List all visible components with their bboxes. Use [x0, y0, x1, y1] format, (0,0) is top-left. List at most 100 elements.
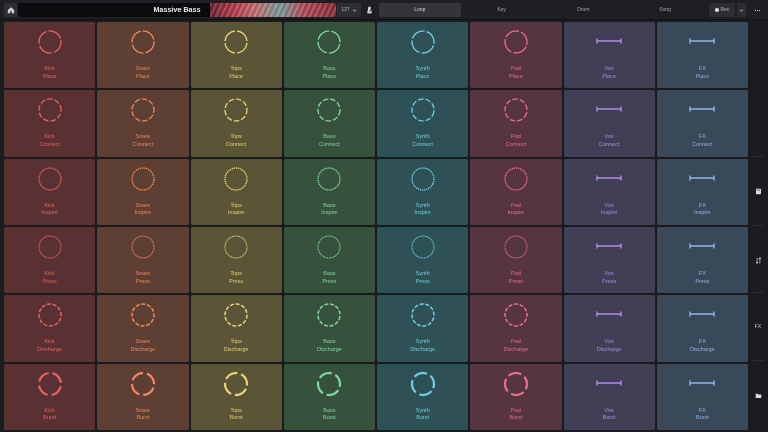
pad-instrument: Synth — [415, 271, 430, 277]
pad-synth-discharge[interactable]: Synth Discharge — [377, 295, 469, 362]
pad-pad-burst[interactable]: Pad Burst — [470, 363, 562, 430]
pad-bass-place[interactable]: Bass Place — [283, 22, 375, 89]
loop-ring-icon — [224, 30, 248, 54]
more-button[interactable] — [751, 3, 763, 17]
pad-kick-press[interactable]: Kick Press — [4, 227, 96, 294]
pad-synth-place[interactable]: Synth Place — [377, 22, 469, 89]
loop-ring-icon — [317, 371, 342, 396]
sample-bar-icon — [596, 175, 622, 181]
loop-ring-icon — [131, 98, 155, 122]
tab-loop[interactable]: Loop — [379, 3, 461, 17]
pad-tops-press[interactable]: Tops Press — [190, 227, 282, 294]
tab-drum[interactable]: Drum — [577, 7, 590, 13]
pad-pad-discharge[interactable]: Pad Discharge — [470, 295, 562, 362]
pad-label: Synth Inspire — [377, 203, 468, 218]
browser-button[interactable] — [751, 186, 765, 196]
pad-instrument: Bass — [323, 271, 336, 277]
pad-bass-connect[interactable]: Bass Connect — [283, 90, 375, 157]
pad-vox-discharge[interactable]: Vox Discharge — [563, 295, 655, 362]
tempo-selector[interactable]: 127 — [337, 3, 361, 17]
pad-label: Vox Discharge — [564, 339, 655, 354]
pad-kick-connect[interactable]: Kick Connect — [4, 90, 96, 157]
pad-bass-press[interactable]: Bass Press — [283, 227, 375, 294]
pad-fx-press[interactable]: FX Press — [656, 227, 748, 294]
pad-instrument: Bass — [323, 202, 336, 209]
pad-style: Press — [135, 278, 150, 285]
pad-bass-burst[interactable]: Bass Burst — [283, 363, 375, 430]
pad-tops-discharge[interactable]: Tops Discharge — [190, 295, 282, 362]
pad-instrument: Tops — [230, 339, 242, 346]
pad-tops-burst[interactable]: Tops Burst — [190, 363, 282, 430]
pad-kick-discharge[interactable]: Kick Discharge — [4, 295, 96, 362]
pad-instrument: Bass — [323, 407, 336, 414]
pad-pad-connect[interactable]: Pad Connect — [470, 90, 562, 157]
pad-style: Discharge — [503, 346, 529, 353]
pad-instrument: FX — [698, 339, 706, 346]
pad-pad-place[interactable]: Pad Place — [470, 22, 562, 89]
loop-ring-icon — [37, 98, 62, 122]
metronome-button[interactable] — [364, 3, 374, 17]
pad-vox-press[interactable]: Vox Press — [563, 227, 655, 294]
record-menu-button[interactable] — [737, 3, 746, 17]
loop-ring-icon — [317, 235, 341, 259]
pad-pad-inspire[interactable]: Pad Inspire — [470, 158, 562, 225]
pad-synth-burst[interactable]: Synth Burst — [377, 363, 469, 430]
pad-style: Press — [415, 278, 430, 285]
project-artwork — [210, 3, 336, 17]
pad-style: Discharge — [689, 346, 715, 353]
pad-snare-inspire[interactable]: Snare Inspire — [97, 158, 189, 225]
pad-style: Connect — [598, 141, 620, 148]
pad-tops-place[interactable]: Tops Place — [190, 22, 282, 89]
pad-snare-place[interactable]: Snare Place — [97, 22, 189, 89]
project-title-bar[interactable]: Massive Bass — [18, 3, 336, 17]
pad-label: Snare Discharge — [97, 339, 188, 354]
pad-synth-press[interactable]: Synth Press — [377, 227, 469, 294]
pad-instrument: Kick — [44, 134, 55, 141]
pad-instrument: Snare — [135, 66, 151, 72]
pad-snare-connect[interactable]: Snare Connect — [97, 90, 189, 157]
loop-ring-icon — [224, 166, 248, 191]
record-button[interactable]: Rec — [709, 3, 735, 17]
pad-kick-burst[interactable]: Kick Burst — [4, 363, 96, 430]
fx-button[interactable]: FX — [751, 322, 765, 332]
pad-style: Place — [229, 73, 243, 80]
pad-fx-burst[interactable]: FX Burst — [656, 363, 748, 430]
pad-style: Burst — [43, 415, 57, 422]
pad-vox-inspire[interactable]: Vox Inspire — [563, 158, 655, 225]
pad-bass-discharge[interactable]: Bass Discharge — [283, 295, 375, 362]
pad-synth-connect[interactable]: Synth Connect — [377, 90, 469, 157]
pad-snare-burst[interactable]: Snare Burst — [97, 363, 189, 430]
pad-instrument: Vox — [604, 66, 614, 72]
pad-fx-place[interactable]: FX Place — [656, 22, 748, 89]
pad-bass-inspire[interactable]: Bass Inspire — [283, 158, 375, 225]
pad-vox-connect[interactable]: Vox Connect — [563, 90, 655, 157]
pad-fx-inspire[interactable]: FX Inspire — [656, 158, 748, 225]
home-button[interactable] — [4, 3, 17, 17]
pad-label: Snare Inspire — [97, 203, 188, 218]
pad-pad-press[interactable]: Pad Press — [470, 227, 562, 294]
pad-tops-inspire[interactable]: Tops Inspire — [190, 158, 282, 225]
pad-label: Snare Burst — [97, 408, 188, 423]
pad-instrument: Pad — [510, 202, 521, 209]
pad-vox-burst[interactable]: Vox Burst — [563, 363, 655, 430]
pad-style: Press — [695, 278, 710, 285]
pad-label: Snare Connect — [97, 134, 188, 149]
chevron-down-icon — [352, 9, 356, 12]
pad-kick-place[interactable]: Kick Place — [4, 22, 96, 89]
pad-snare-discharge[interactable]: Snare Discharge — [97, 295, 189, 362]
pad-fx-connect[interactable]: FX Connect — [656, 90, 748, 157]
tab-key[interactable]: Key — [497, 7, 506, 13]
loop-ring-icon — [38, 235, 62, 259]
pad-style: Inspire — [600, 210, 618, 217]
pad-tops-connect[interactable]: Tops Connect — [190, 90, 282, 157]
mixer-button[interactable] — [751, 255, 765, 265]
pad-instrument: Synth — [415, 66, 430, 72]
pad-snare-press[interactable]: Snare Press — [97, 227, 189, 294]
pad-fx-discharge[interactable]: FX Discharge — [656, 295, 748, 362]
tab-song[interactable]: Song — [659, 7, 671, 13]
files-button[interactable] — [751, 390, 765, 400]
pad-kick-inspire[interactable]: Kick Inspire — [4, 158, 96, 225]
pad-vox-place[interactable]: Vox Place — [563, 22, 655, 89]
loop-ring-icon — [317, 30, 342, 54]
pad-synth-inspire[interactable]: Synth Inspire — [377, 158, 469, 225]
